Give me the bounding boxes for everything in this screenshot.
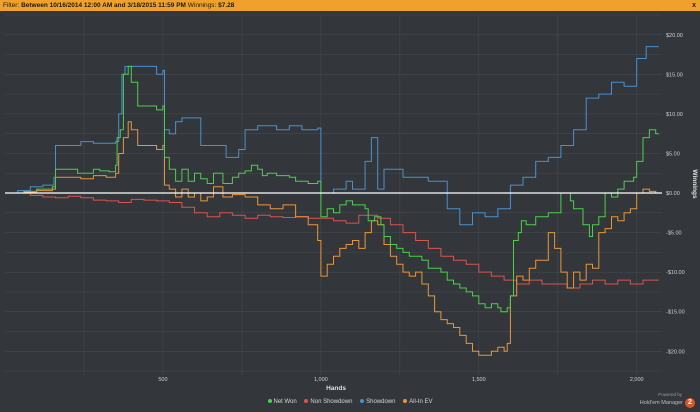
winnings-value: $7.28	[218, 2, 235, 9]
y-tick-label: $10.00	[666, 112, 683, 118]
legend-label-all-in-ev: All-In EV	[409, 399, 433, 405]
filter-bar[interactable]: Filter: Between 10/16/2014 12:00 AM and …	[0, 0, 700, 11]
close-filter-button[interactable]: x	[692, 2, 696, 9]
y-tick-label: $5.00	[666, 151, 680, 157]
y-tick-label: -$10.00	[666, 270, 685, 276]
winnings-label: Winnings:	[187, 2, 217, 9]
y-axis-label: Winnings	[691, 169, 698, 199]
legend-label-showdown: Showdown	[366, 399, 396, 405]
legend-marker-net-won	[267, 399, 272, 404]
grid-layer	[5, 14, 662, 375]
y-tick-label: $15.00	[666, 72, 683, 78]
legend-item-all-in-ev[interactable]: All-In EV	[403, 399, 432, 405]
series-line-non-showdown[interactable]	[5, 192, 659, 289]
hm2-logo-icon: 2	[685, 398, 695, 408]
y-tick-label: -$15.00	[666, 310, 685, 316]
x-tick-label: 2,000	[630, 377, 644, 383]
chart-area: $20.00 $15.00 $10.00 $5.00 $0.00 -$5.00 -$10.0…	[0, 11, 700, 412]
x-tick-labels: 500 1,000 1,500 2,000	[158, 377, 643, 383]
legend-marker-non-showdown	[304, 399, 309, 404]
series-line-net-won[interactable]	[5, 65, 659, 313]
series-line-showdown[interactable]	[5, 46, 659, 226]
branding: Powered by Hold'em Manager 2	[640, 392, 695, 408]
legend-marker-all-in-ev	[403, 399, 408, 404]
filter-value: Between 10/16/2014 12:00 AM and 3/18/201…	[21, 2, 186, 9]
y-tick-label: $20.00	[666, 33, 683, 39]
chart-legend: Net Won Non Showdown Showdown All-In EV	[0, 399, 700, 405]
legend-label-net-won: Net Won	[273, 399, 297, 405]
series-line-all-in-ev[interactable]	[5, 121, 659, 356]
powered-by-text: Powered by	[658, 392, 682, 397]
x-tick-label: 1,500	[472, 377, 486, 383]
brand-name: Hold'em Manager	[639, 400, 683, 406]
filter-label: Filter:	[3, 2, 20, 9]
winnings-chart: $20.00 $15.00 $10.00 $5.00 $0.00 -$5.00 -$10.0…	[5, 14, 698, 392]
legend-label-non-showdown: Non Showdown	[310, 399, 353, 405]
x-tick-label: 500	[158, 377, 167, 383]
series-layer	[5, 46, 659, 356]
y-tick-label: -$20.00	[666, 349, 685, 355]
legend-item-net-won[interactable]: Net Won	[267, 399, 297, 405]
y-tick-label: $0.00	[666, 191, 680, 197]
legend-item-showdown[interactable]: Showdown	[360, 399, 395, 405]
y-tick-label: -$5.00	[666, 231, 682, 237]
legend-item-non-showdown[interactable]: Non Showdown	[304, 399, 352, 405]
y-tick-labels: $20.00 $15.00 $10.00 $5.00 $0.00 -$5.00 -$10.0…	[666, 33, 685, 355]
x-tick-label: 1,000	[314, 377, 328, 383]
x-axis-label: Hands	[326, 385, 346, 392]
legend-marker-showdown	[360, 399, 365, 404]
